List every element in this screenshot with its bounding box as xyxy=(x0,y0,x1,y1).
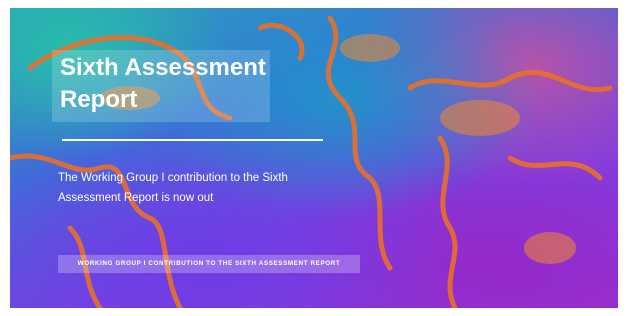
divider xyxy=(62,139,323,141)
banner-title: Sixth Assessment Report xyxy=(60,52,270,116)
page: {"banner": {"title": "Sixth Assessment R… xyxy=(0,0,627,316)
report-button[interactable]: WORKING GROUP I CONTRIBUTION TO THE SIXT… xyxy=(58,255,360,273)
hero-banner: Sixth Assessment Report The Working Grou… xyxy=(10,8,618,308)
banner-subtitle: The Working Group I contribution to the … xyxy=(58,168,308,208)
